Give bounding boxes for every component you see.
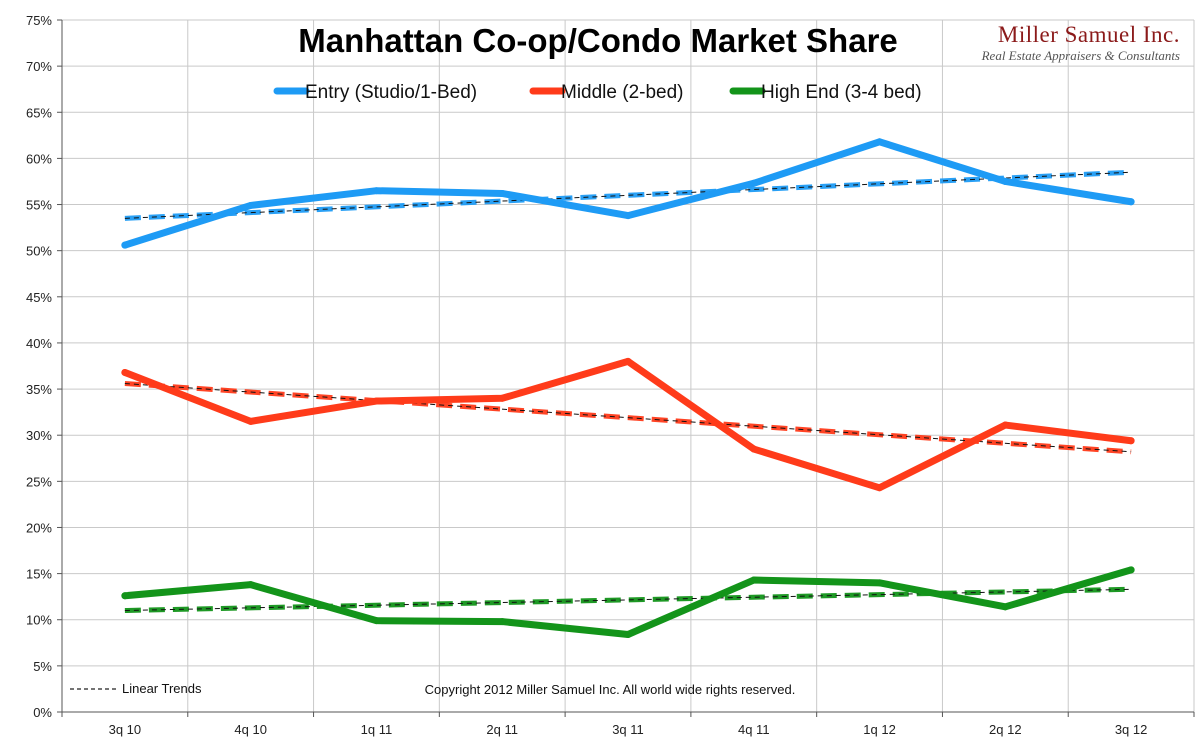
y-axis-ticks: 0% 5% 10% 15% 20% 25% 30% 35% 40% 45% 50% 55% 60% 65%…: [26, 13, 62, 720]
data-point: [372, 187, 380, 195]
trend-line-thin-2: [124, 588, 1132, 612]
trend-line-thin-1: [124, 383, 1132, 453]
series-lines: [121, 138, 1135, 638]
y-tick-label: 55%: [26, 198, 52, 213]
data-point: [750, 576, 758, 584]
data-point: [876, 484, 884, 492]
y-tick-label: 70%: [26, 59, 52, 74]
y-tick-label: 35%: [26, 382, 52, 397]
logo-name: Miller Samuel Inc.: [998, 22, 1180, 47]
data-point: [750, 179, 758, 187]
trend-legend: Linear Trends: [70, 681, 202, 696]
legend-label-entry: Entry (Studio/1-Bed): [305, 82, 477, 103]
x-tick-label: 2q 11: [486, 722, 518, 737]
data-point: [498, 189, 506, 197]
data-point: [1127, 566, 1135, 574]
trend-lines: [124, 169, 1132, 614]
y-tick-label: 30%: [26, 428, 52, 443]
y-tick-label: 60%: [26, 151, 52, 166]
x-tick-label: 4q 11: [738, 722, 770, 737]
y-tick-label: 0%: [33, 705, 52, 720]
data-point: [121, 368, 129, 376]
legend-label-high-end: High End (3-4 bed): [761, 82, 922, 103]
y-tick-label: 40%: [26, 336, 52, 351]
data-point: [750, 445, 758, 453]
y-tick-label: 65%: [26, 105, 52, 120]
x-tick-label: 4q 10: [234, 722, 267, 737]
data-point: [372, 397, 380, 405]
data-point: [247, 201, 255, 209]
company-logo: Miller Samuel Inc. Real Estate Appraiser…: [981, 22, 1180, 63]
y-tick-label: 25%: [26, 474, 52, 489]
y-tick-label: 20%: [26, 520, 52, 535]
y-tick-label: 15%: [26, 567, 52, 582]
trend-line-thin-0: [124, 171, 1132, 219]
data-point: [121, 592, 129, 600]
data-point: [624, 212, 632, 220]
axes: [61, 20, 1194, 713]
data-point: [1001, 177, 1009, 185]
legend-label-middle: Middle (2-bed): [561, 82, 684, 103]
y-tick-label: 75%: [26, 13, 52, 28]
y-tick-label: 10%: [26, 613, 52, 628]
data-point: [498, 394, 506, 402]
x-tick-label: 2q 12: [989, 722, 1022, 737]
y-tick-label: 45%: [26, 290, 52, 305]
data-point: [1001, 603, 1009, 611]
x-tick-label: 3q 12: [1115, 722, 1148, 737]
copyright-note: Copyright 2012 Miller Samuel Inc. All wo…: [425, 682, 796, 697]
x-tick-label: 3q 11: [612, 722, 644, 737]
data-point: [876, 579, 884, 587]
y-tick-label: 50%: [26, 244, 52, 259]
data-point: [372, 617, 380, 625]
y-tick-label: 5%: [33, 659, 52, 674]
data-point: [247, 417, 255, 425]
data-point: [498, 618, 506, 626]
x-tick-label: 3q 10: [109, 722, 142, 737]
trend-legend-label: Linear Trends: [122, 681, 202, 696]
data-point: [1001, 421, 1009, 429]
logo-tagline: Real Estate Appraisers & Consultants: [981, 48, 1180, 63]
data-point: [624, 357, 632, 365]
chart-title: Manhattan Co-op/Condo Market Share: [298, 22, 898, 59]
legend: Entry (Studio/1-Bed) Middle (2-bed) High…: [273, 82, 922, 103]
data-point: [1127, 437, 1135, 445]
x-tick-label: 1q 12: [863, 722, 896, 737]
data-point: [624, 630, 632, 638]
data-point: [247, 581, 255, 589]
data-point: [1127, 198, 1135, 206]
data-point: [121, 241, 129, 249]
x-tick-label: 1q 11: [361, 722, 393, 737]
data-point: [876, 138, 884, 146]
x-axis-ticks: 3q 10 4q 10 1q 11 2q 11 3q 11 4q 11 1q 12 2q 12…: [61, 712, 1195, 737]
